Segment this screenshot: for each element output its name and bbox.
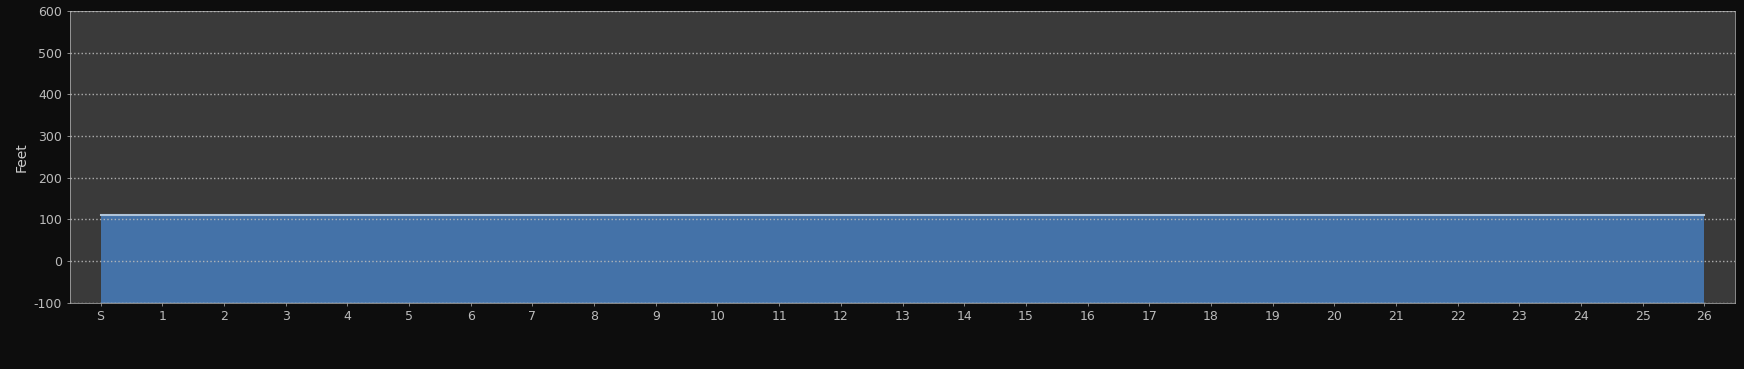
Y-axis label: Feet: Feet: [14, 142, 28, 172]
